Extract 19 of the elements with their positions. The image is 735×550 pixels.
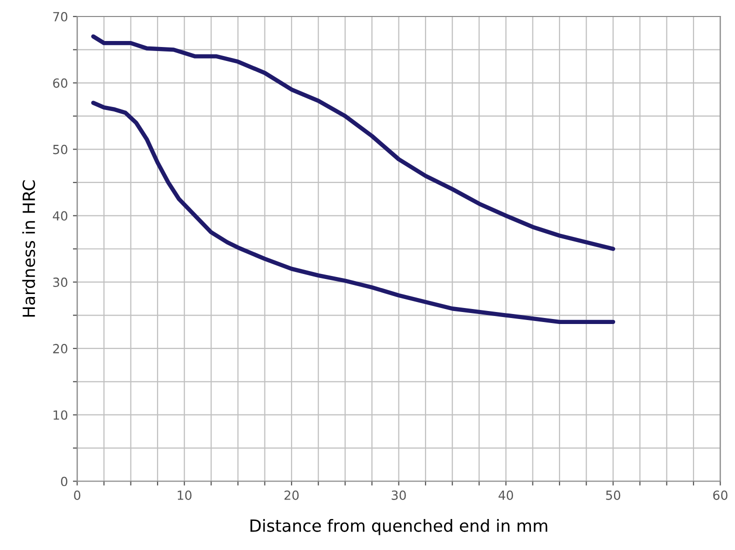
x-tick-label: 50 xyxy=(606,490,620,500)
x-tick-label: 20 xyxy=(284,490,299,500)
x-tick-label: 40 xyxy=(498,490,514,500)
y-axis-title: Hardness in HRC xyxy=(22,180,36,317)
y-tick-label: 20 xyxy=(53,344,68,354)
line-series xyxy=(91,34,616,251)
x-tick-label: 30 xyxy=(392,490,406,500)
x-tick-label: 60 xyxy=(713,490,728,500)
y-tick-label: 70 xyxy=(53,12,68,22)
y-tick-label: 30 xyxy=(53,278,68,287)
y-tick-label: 50 xyxy=(53,144,68,154)
y-tick-label: 10 xyxy=(54,410,68,420)
line-series xyxy=(91,100,616,324)
y-tick-label: 0 xyxy=(61,476,68,486)
x-tick-label: 10 xyxy=(178,490,192,500)
y-tick-label: 40 xyxy=(52,211,68,221)
y-tick-label: 60 xyxy=(53,78,68,88)
x-axis-title: Distance from quenched end in mm xyxy=(250,519,548,536)
x-tick-label: 0 xyxy=(74,490,80,500)
